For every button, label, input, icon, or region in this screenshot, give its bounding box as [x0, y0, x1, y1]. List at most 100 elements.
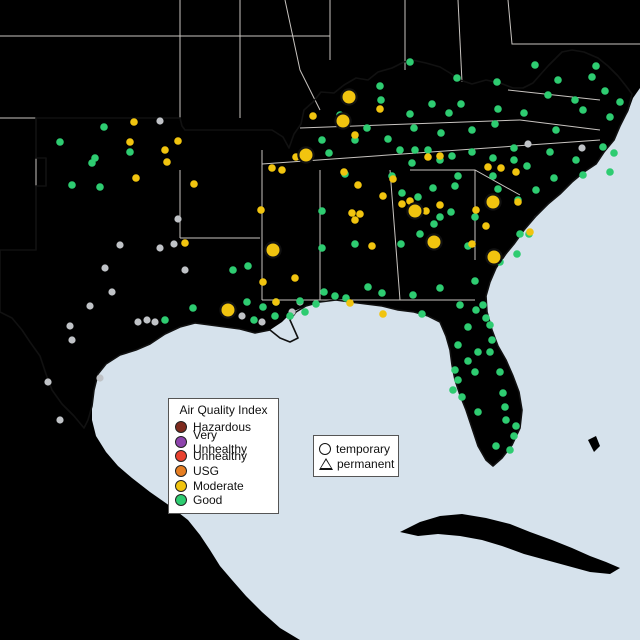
monitor-good[interactable] [513, 250, 521, 258]
monitor-good[interactable] [436, 284, 444, 292]
monitor-temporary-moderate[interactable] [297, 146, 315, 164]
monitor-temporary-moderate[interactable] [485, 248, 503, 266]
monitor-good[interactable] [445, 109, 453, 117]
monitor-moderate[interactable] [356, 210, 364, 218]
monitor-good[interactable] [447, 208, 455, 216]
monitor-good[interactable] [68, 181, 76, 189]
monitor-good[interactable] [377, 96, 385, 104]
monitor-good[interactable] [482, 314, 490, 322]
monitor-good[interactable] [520, 109, 528, 117]
monitor-good[interactable] [610, 149, 618, 157]
monitor-no-data[interactable] [68, 336, 76, 344]
monitor-temporary-moderate[interactable] [334, 112, 352, 130]
monitor-good[interactable] [599, 143, 607, 151]
monitor-good[interactable] [479, 301, 487, 309]
monitor-good[interactable] [486, 348, 494, 356]
monitor-moderate[interactable] [482, 222, 490, 230]
monitor-good[interactable] [532, 186, 540, 194]
monitor-moderate[interactable] [130, 118, 138, 126]
monitor-good[interactable] [474, 408, 482, 416]
monitor-good[interactable] [363, 124, 371, 132]
monitor-good[interactable] [494, 105, 502, 113]
monitor-moderate[interactable] [436, 201, 444, 209]
monitor-moderate[interactable] [389, 175, 397, 183]
monitor-moderate[interactable] [278, 166, 286, 174]
monitor-good[interactable] [457, 100, 465, 108]
monitor-moderate[interactable] [354, 181, 362, 189]
monitor-good[interactable] [88, 159, 96, 167]
monitor-good[interactable] [259, 303, 267, 311]
monitor-temporary-moderate[interactable] [484, 193, 502, 211]
monitor-no-data[interactable] [156, 117, 164, 125]
monitor-good[interactable] [471, 368, 479, 376]
monitor-good[interactable] [572, 156, 580, 164]
monitor-good[interactable] [486, 321, 494, 329]
monitor-good[interactable] [406, 58, 414, 66]
monitor-good[interactable] [488, 336, 496, 344]
monitor-moderate[interactable] [257, 206, 265, 214]
monitor-good[interactable] [506, 446, 514, 454]
monitor-good[interactable] [414, 193, 422, 201]
monitor-good[interactable] [606, 113, 614, 121]
monitor-good[interactable] [161, 316, 169, 324]
monitor-good[interactable] [398, 189, 406, 197]
monitor-good[interactable] [449, 386, 457, 394]
monitor-good[interactable] [364, 283, 372, 291]
monitor-moderate[interactable] [161, 146, 169, 154]
monitor-good[interactable] [409, 291, 417, 299]
monitor-moderate[interactable] [309, 112, 317, 120]
monitor-good[interactable] [571, 96, 579, 104]
monitor-good[interactable] [579, 171, 587, 179]
monitor-good[interactable] [411, 146, 419, 154]
monitor-good[interactable] [428, 100, 436, 108]
monitor-moderate[interactable] [190, 180, 198, 188]
monitor-good[interactable] [56, 138, 64, 146]
monitor-good[interactable] [408, 159, 416, 167]
monitor-good[interactable] [437, 129, 445, 137]
monitor-no-data[interactable] [86, 302, 94, 310]
monitor-good[interactable] [544, 91, 552, 99]
monitor-good[interactable] [458, 393, 466, 401]
monitor-moderate[interactable] [340, 168, 348, 176]
monitor-good[interactable] [243, 298, 251, 306]
monitor-good[interactable] [318, 136, 326, 144]
monitor-good[interactable] [453, 74, 461, 82]
monitor-good[interactable] [448, 152, 456, 160]
monitor-good[interactable] [378, 289, 386, 297]
monitor-good[interactable] [351, 240, 359, 248]
monitor-no-data[interactable] [258, 318, 266, 326]
monitor-good[interactable] [531, 61, 539, 69]
monitor-good[interactable] [189, 304, 197, 312]
monitor-good[interactable] [468, 148, 476, 156]
monitor-no-data[interactable] [44, 378, 52, 386]
monitor-good[interactable] [474, 348, 482, 356]
monitor-no-data[interactable] [134, 318, 142, 326]
monitor-moderate[interactable] [181, 239, 189, 247]
monitor-moderate[interactable] [379, 310, 387, 318]
monitor-good[interactable] [601, 87, 609, 95]
monitor-moderate[interactable] [484, 163, 492, 171]
monitor-good[interactable] [100, 123, 108, 131]
monitor-good[interactable] [493, 78, 501, 86]
monitor-good[interactable] [501, 403, 509, 411]
monitor-good[interactable] [489, 172, 497, 180]
monitor-moderate[interactable] [368, 242, 376, 250]
monitor-moderate[interactable] [132, 174, 140, 182]
monitor-moderate[interactable] [163, 158, 171, 166]
monitor-no-data[interactable] [101, 264, 109, 272]
monitor-good[interactable] [468, 126, 476, 134]
monitor-good[interactable] [436, 213, 444, 221]
monitor-moderate[interactable] [514, 198, 522, 206]
monitor-good[interactable] [496, 368, 504, 376]
monitor-good[interactable] [312, 300, 320, 308]
monitor-temporary-moderate[interactable] [219, 301, 237, 319]
monitor-good[interactable] [464, 357, 472, 365]
monitor-good[interactable] [376, 82, 384, 90]
monitor-moderate[interactable] [174, 137, 182, 145]
monitor-temporary-moderate[interactable] [406, 202, 424, 220]
monitor-no-data[interactable] [66, 322, 74, 330]
monitor-moderate[interactable] [436, 152, 444, 160]
monitor-temporary-moderate[interactable] [425, 233, 443, 251]
monitor-good[interactable] [471, 277, 479, 285]
monitor-no-data[interactable] [143, 316, 151, 324]
